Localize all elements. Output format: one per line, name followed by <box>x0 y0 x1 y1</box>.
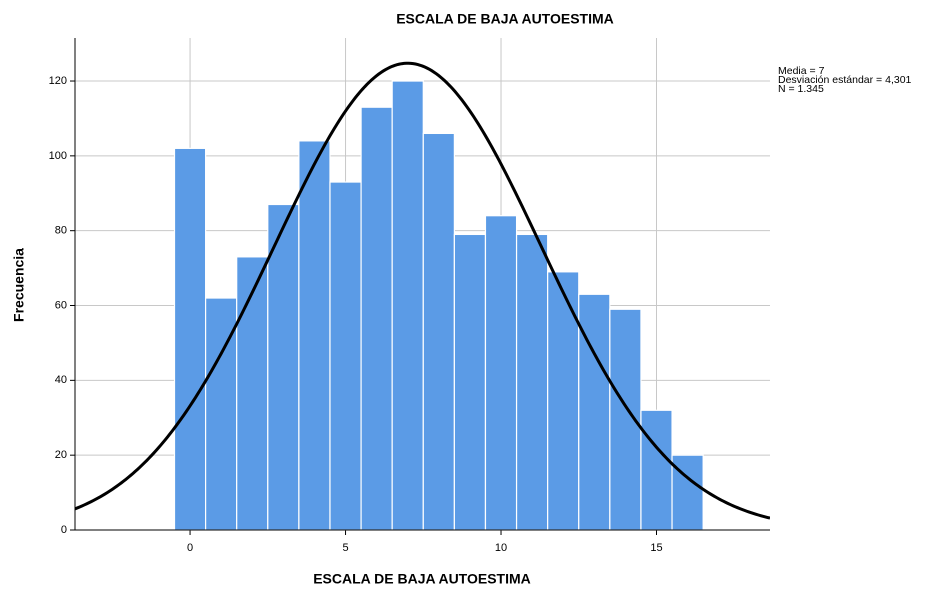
y-tick-label: 100 <box>49 150 67 162</box>
y-tick-label: 0 <box>61 524 67 536</box>
y-axis-label: Frecuencia <box>11 248 27 322</box>
bar <box>298 140 331 531</box>
bar <box>547 271 580 531</box>
y-tick-label: 60 <box>55 299 67 311</box>
bar <box>671 454 704 531</box>
bar <box>329 181 362 531</box>
curve-stat-label: N = 1.345 <box>778 83 824 95</box>
y-tick-label: 40 <box>55 374 67 386</box>
curve-stat-label: Media = 7 <box>778 65 825 77</box>
bar <box>484 215 518 531</box>
bar <box>422 132 455 531</box>
bar <box>578 293 611 531</box>
chart-title: ESCALA DE BAJA AUTOESTIMA <box>396 11 614 27</box>
x-tick-label: 10 <box>495 542 507 554</box>
y-tick-label: 20 <box>55 449 67 461</box>
curve-stat-label: Desviación estándar = 4,301 <box>778 74 912 86</box>
bar <box>173 147 207 531</box>
bar <box>391 80 424 531</box>
bar <box>236 256 269 531</box>
y-tick-label: 80 <box>55 225 67 237</box>
y-tick-label: 120 <box>49 75 67 87</box>
bar <box>515 233 549 531</box>
x-tick-label: 5 <box>342 542 348 554</box>
normal-curve <box>75 61 770 520</box>
bar <box>640 409 673 531</box>
bar <box>360 106 393 531</box>
x-tick-label: 15 <box>650 542 662 554</box>
bar <box>453 233 487 531</box>
x-axis-label: ESCALA DE BAJA AUTOESTIMA <box>313 571 531 587</box>
x-tick-label: 0 <box>187 542 193 554</box>
